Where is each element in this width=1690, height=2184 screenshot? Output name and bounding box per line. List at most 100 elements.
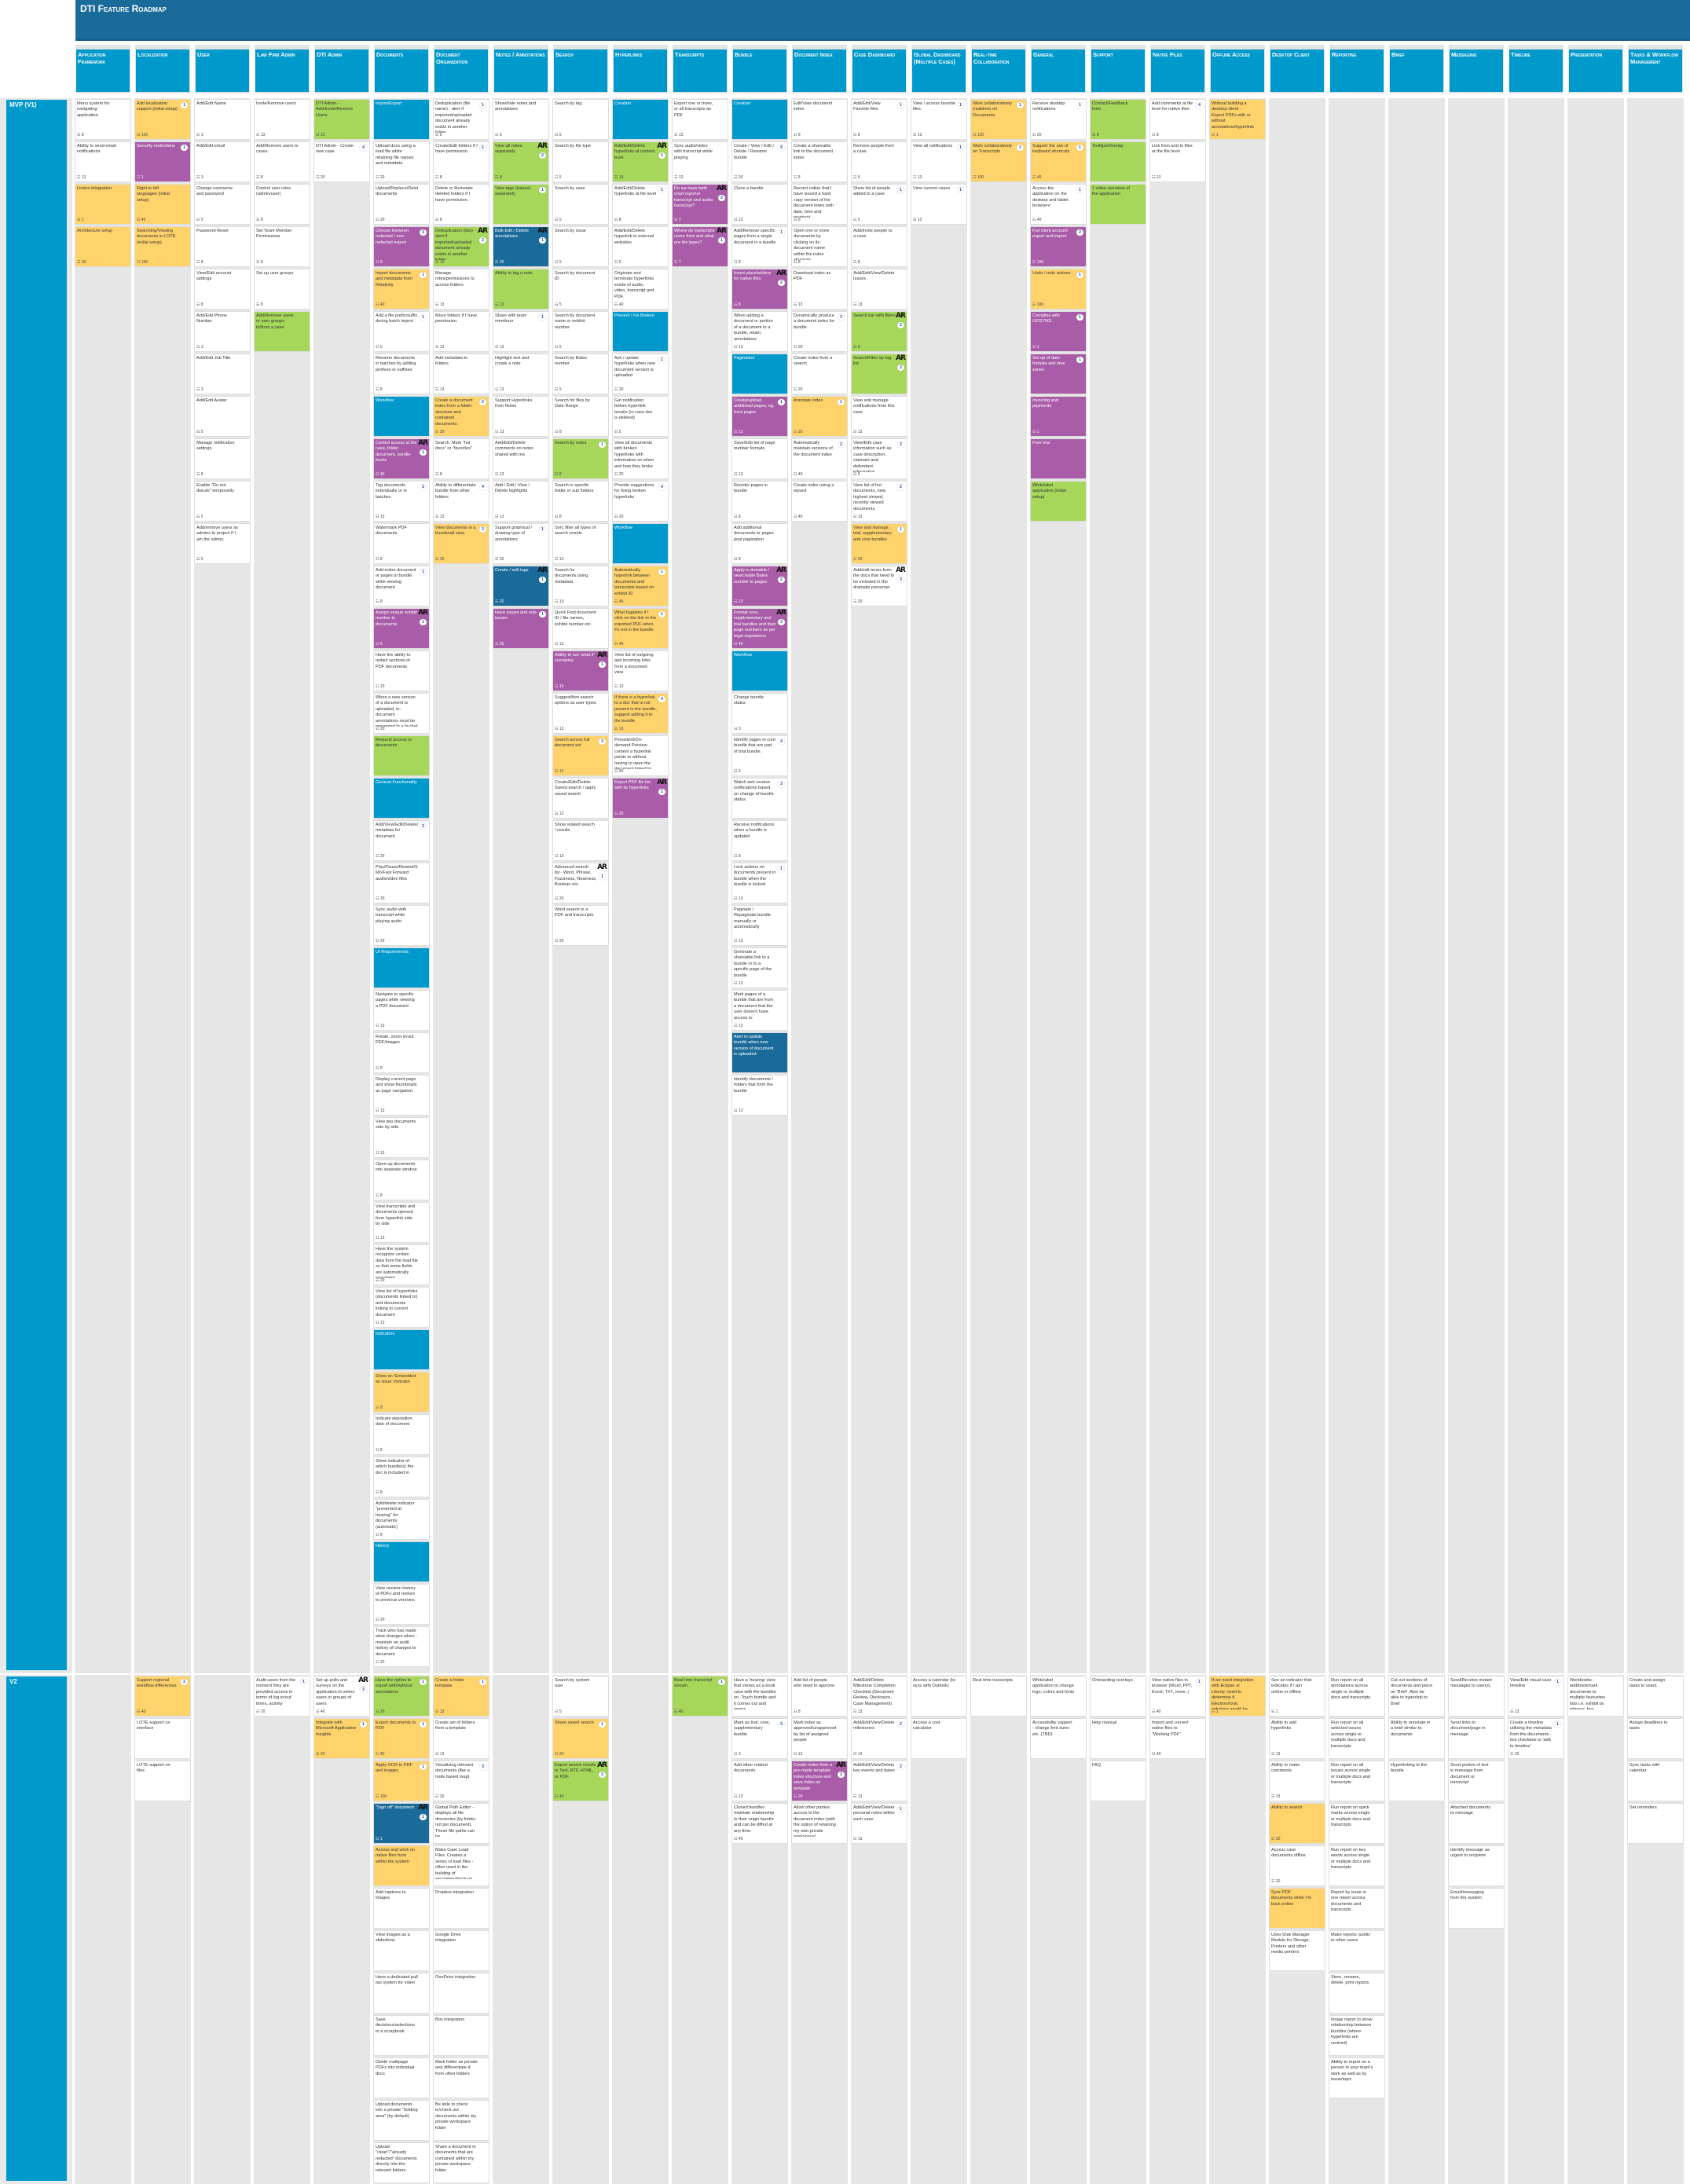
feature-card[interactable]: Ability to tag a note ☷ 13 <box>493 269 548 309</box>
feature-card[interactable]: Format core, supplementary and trial bun… <box>732 609 787 648</box>
feature-card[interactable]: Bulk Edit / Delete annotations AR 1 ☷ 20 <box>493 227 548 266</box>
comment-count-badge[interactable]: 1 <box>599 874 606 880</box>
feature-card[interactable]: Work collaboratively (realtime) on Docum… <box>971 100 1026 139</box>
feature-card[interactable]: LOTE support on interface <box>135 1719 190 1758</box>
feature-card[interactable]: Create set of folders from a template ☷ 1… <box>434 1719 489 1758</box>
feature-card[interactable]: Ability to differentiate bundle from oth… <box>434 482 489 521</box>
feature-card[interactable]: View list of hyperlinks (documents linke… <box>374 1288 429 1327</box>
feature-card[interactable]: Support regional workflow differences 2 ☷ … <box>135 1676 190 1716</box>
feature-card[interactable]: Open up documents into separate window ☷ … <box>374 1160 429 1200</box>
comment-count-badge[interactable]: 1 <box>957 187 964 193</box>
feature-card[interactable]: Free trial <box>1031 439 1086 478</box>
feature-card[interactable]: Create and assign tasks to users <box>1628 1676 1683 1716</box>
comment-count-badge[interactable]: 1 <box>479 1679 486 1685</box>
feature-card[interactable]: Global Path Editor - displays all file d… <box>434 1804 489 1843</box>
comment-count-badge[interactable]: 1 <box>957 145 964 151</box>
feature-card[interactable]: Add/delete indicator "presented at heari… <box>374 1500 429 1539</box>
feature-card[interactable]: Support graphical / drawing type of anno… <box>493 524 548 563</box>
feature-card[interactable]: Control user roles (admin/user) ☷ 8 <box>255 185 310 224</box>
feature-card[interactable]: Cut out sections of documents and place … <box>1389 1676 1444 1716</box>
feature-card[interactable]: View/Edit account settings ☷ 8 <box>195 269 250 309</box>
feature-card[interactable]: Assign deadlines to tasks <box>1628 1719 1683 1758</box>
comment-count-badge[interactable]: 2 <box>420 1814 427 1820</box>
feature-card[interactable]: Search by tag ☷ 5 <box>553 100 608 139</box>
column-header-hyperlinks[interactable]: Hyperlinks <box>613 45 668 93</box>
feature-card[interactable]: Create index using a wizard ☷ 40 <box>792 482 847 521</box>
feature-card[interactable]: Without building a desktop client - Expo… <box>1210 100 1265 139</box>
feature-card[interactable]: Link from and to files at the file level… <box>1150 142 1205 181</box>
feature-card[interactable]: Request access to documents <box>374 736 429 775</box>
comment-count-badge[interactable]: 3 <box>599 1772 606 1778</box>
comment-count-badge[interactable]: 3 <box>599 738 606 745</box>
feature-card[interactable]: Receive desktop notifications 1 ☷ 20 <box>1031 100 1086 139</box>
feature-card[interactable]: Cloned bundles maintain relationship to … <box>732 1804 787 1843</box>
feature-card[interactable]: Add/Invite people to a case ☷ 8 <box>852 227 907 266</box>
column-header-presentation[interactable]: Presentation <box>1568 45 1623 93</box>
comment-count-badge[interactable]: 1 <box>539 314 546 321</box>
column-header-timeline[interactable]: Timeline <box>1509 45 1564 93</box>
comment-count-badge[interactable]: 1 <box>718 237 725 244</box>
column-header-documents[interactable]: Documents <box>374 45 429 93</box>
feature-card[interactable]: Add list of people who need to approve ☷ … <box>792 1676 847 1716</box>
feature-card[interactable]: View native files in browser (Word, PPT,… <box>1150 1676 1205 1716</box>
feature-card[interactable]: View documents in a thumbnail view 3 ☷ 20 <box>434 524 489 563</box>
swimlane-label[interactable]: MVP (V1) <box>6 100 67 1670</box>
feature-card[interactable]: Upload documents into a private "holding… <box>374 2101 429 2140</box>
feature-card[interactable]: View images as a slideshow <box>374 1931 429 1970</box>
feature-card[interactable]: Lock actions on documents present in bun… <box>732 863 787 903</box>
feature-card[interactable]: Word search in a PDF and transcripts ☷ 20 <box>553 906 608 945</box>
section-header-card[interactable]: Workflow <box>374 397 429 436</box>
comment-count-badge[interactable]: 4 <box>658 484 665 490</box>
feature-card[interactable]: Search by document name or exhibit numbe… <box>553 312 608 351</box>
feature-card[interactable]: Access a cost calculator <box>911 1719 966 1758</box>
feature-card[interactable]: Add comments at file level for native fi… <box>1150 100 1205 139</box>
comment-count-badge[interactable]: 1 <box>420 619 427 625</box>
feature-card[interactable]: Enable "Do not disturb" temporarily ☷ 5 <box>195 482 250 521</box>
feature-card[interactable]: Create a document index from a folder st… <box>434 397 489 436</box>
comment-count-badge[interactable]: 2 <box>897 322 904 328</box>
feature-card[interactable]: Mark as trial, core, supplementary bundl… <box>732 1719 787 1758</box>
feature-card[interactable]: Add/Edit/Delete hyperlink to external we… <box>613 227 668 266</box>
comment-count-badge[interactable]: 2 <box>658 789 665 795</box>
feature-card[interactable]: Alert to update bundle when new version … <box>732 1033 787 1072</box>
feature-card[interactable]: Run report on quick marks across single … <box>1329 1804 1384 1843</box>
feature-card[interactable]: Advanced search by:- Word, Phrase, Fuzzi… <box>553 863 608 903</box>
feature-card[interactable]: Search across full document set 3 ☷ 13 <box>553 736 608 775</box>
feature-card[interactable]: Search/Filter by tag list AR 2 <box>852 354 907 394</box>
comment-count-badge[interactable]: 2 <box>420 484 427 490</box>
feature-card[interactable]: Change bundle status ☷ 3 <box>732 694 787 733</box>
feature-card[interactable]: Sync PDF documents when I'm back online <box>1270 1889 1325 1928</box>
feature-card[interactable]: Add/Edit/View/Delete personal notes with… <box>852 1804 907 1843</box>
feature-card[interactable]: Add/View/Edit/Delete/Custom metadata for… <box>374 821 429 860</box>
feature-card[interactable]: Ability to add hyperlinks ☷ 13 <box>1270 1719 1325 1758</box>
feature-card[interactable]: Add/Edit/View Favorite files 1 ☷ 8 <box>852 100 907 139</box>
feature-card[interactable]: Show indicator of which bundle(s) the do… <box>374 1457 429 1497</box>
comment-count-badge[interactable]: 1 <box>539 611 546 617</box>
feature-card[interactable]: Limine integration ☷ 1 <box>75 185 130 224</box>
feature-card[interactable]: Run report on all issues across single o… <box>1329 1761 1384 1801</box>
feature-card[interactable]: Add captions to images <box>374 1889 429 1928</box>
feature-card[interactable]: View two documents side by side ☷ 13 <box>374 1118 429 1157</box>
comment-count-badge[interactable]: 1 <box>658 611 665 617</box>
feature-card[interactable]: Indicate deposition date of document ☷ 8 <box>374 1415 429 1454</box>
feature-card[interactable]: Add localization support (initial setup)… <box>135 100 190 139</box>
feature-card[interactable]: Onboarding overlays <box>1091 1676 1146 1716</box>
comment-count-badge[interactable]: 1 <box>1196 1679 1203 1685</box>
feature-card[interactable]: Share a document in documents that are c… <box>434 2143 489 2182</box>
comment-count-badge[interactable]: 1 <box>420 1764 427 1770</box>
feature-card[interactable]: Import documents and metadata from Relat… <box>374 269 429 309</box>
feature-card[interactable]: Run report on all selected issues across… <box>1329 1719 1384 1758</box>
feature-card[interactable]: Add/Edit/Delete hyperlinks at file level… <box>613 185 668 224</box>
feature-card[interactable]: DTI Admin - Add/Invite/Remove Users ☷ 13 <box>314 100 369 139</box>
feature-card[interactable]: Generate a shareable link to a bundle or… <box>732 948 787 988</box>
feature-card[interactable]: Add entire document or pages to bundle w… <box>374 566 429 606</box>
feature-card[interactable]: Show an 'Embedded as issue' indicator ☷ 8 <box>374 1372 429 1412</box>
feature-card[interactable]: View all documents with broken hyperlink… <box>613 439 668 478</box>
feature-card[interactable]: Remove people from a case. ☷ 5 <box>852 142 907 181</box>
feature-card[interactable]: Apply OCR to PDF and images 1 ☷ 100 <box>374 1761 429 1801</box>
feature-card[interactable]: View list of hot documents, new, highest… <box>852 482 907 521</box>
comment-count-badge[interactable]: 2 <box>838 442 845 448</box>
feature-card[interactable]: Create/Edit/Delete Saved search / apply … <box>553 779 608 818</box>
feature-card[interactable]: Control access at the case, folder, docu… <box>374 439 429 478</box>
comment-count-badge[interactable]: 2 <box>897 484 904 490</box>
